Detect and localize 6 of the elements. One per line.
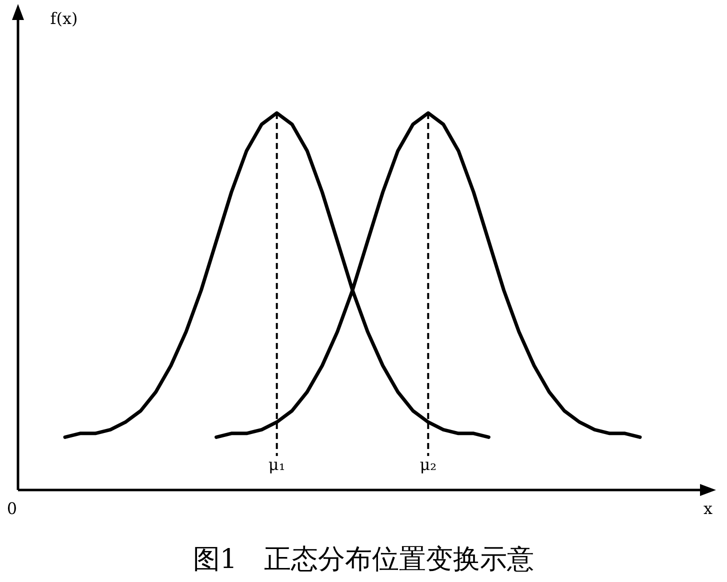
text: f(x) [50,9,78,28]
text: 0 [6,499,18,518]
text: 图1 正态分布位置变换示意 [192,544,534,575]
x-tick-label: μ₂ [420,455,437,474]
x-axis-title: x [703,499,713,518]
x-tick-label: μ₁ [268,455,286,474]
